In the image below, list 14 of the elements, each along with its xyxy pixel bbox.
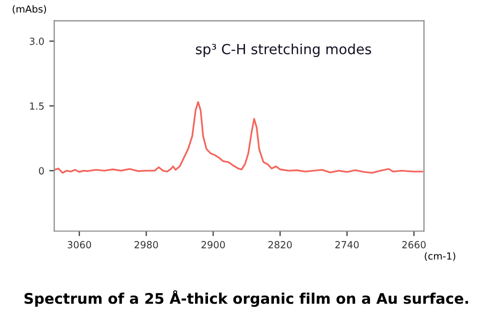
y-tick-label: 3.0 xyxy=(30,38,44,45)
x-axis-title: (cm-1) xyxy=(424,252,456,261)
x-tick-label: 2740 xyxy=(335,241,359,248)
x-tick-label: 2660 xyxy=(402,241,426,248)
x-tick-label: 2900 xyxy=(202,241,225,248)
y-tick-label: 0 xyxy=(38,167,44,175)
y-tick-label: 1.5 xyxy=(30,102,44,110)
annotation: sp³ C-H stretching modes xyxy=(196,44,372,58)
line-series xyxy=(54,101,424,174)
y-axis-title: (mAbs) xyxy=(12,5,46,14)
text: Spectrum of a 25 Å-thick organic film on a Au surface. xyxy=(24,290,468,307)
x-tick-label: 3060 xyxy=(68,241,92,248)
x-tick-label: 2980 xyxy=(134,241,158,248)
x-tick-label: 2820 xyxy=(268,241,292,248)
